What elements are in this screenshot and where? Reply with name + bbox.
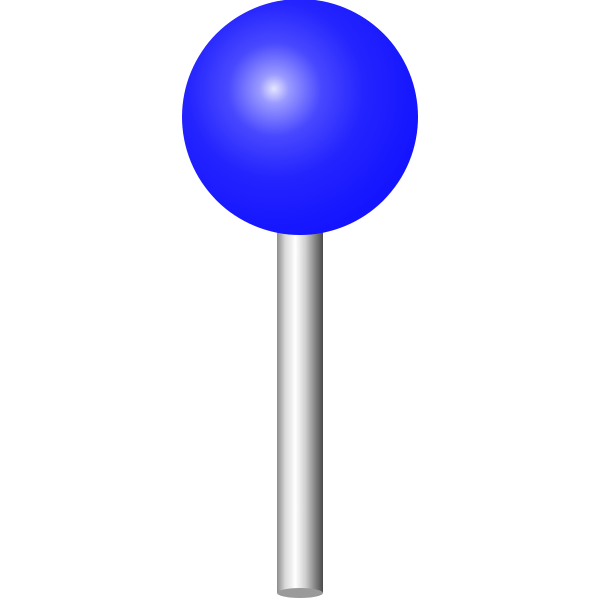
- pin-needle: [277, 225, 323, 598]
- pin-head: [182, 0, 418, 235]
